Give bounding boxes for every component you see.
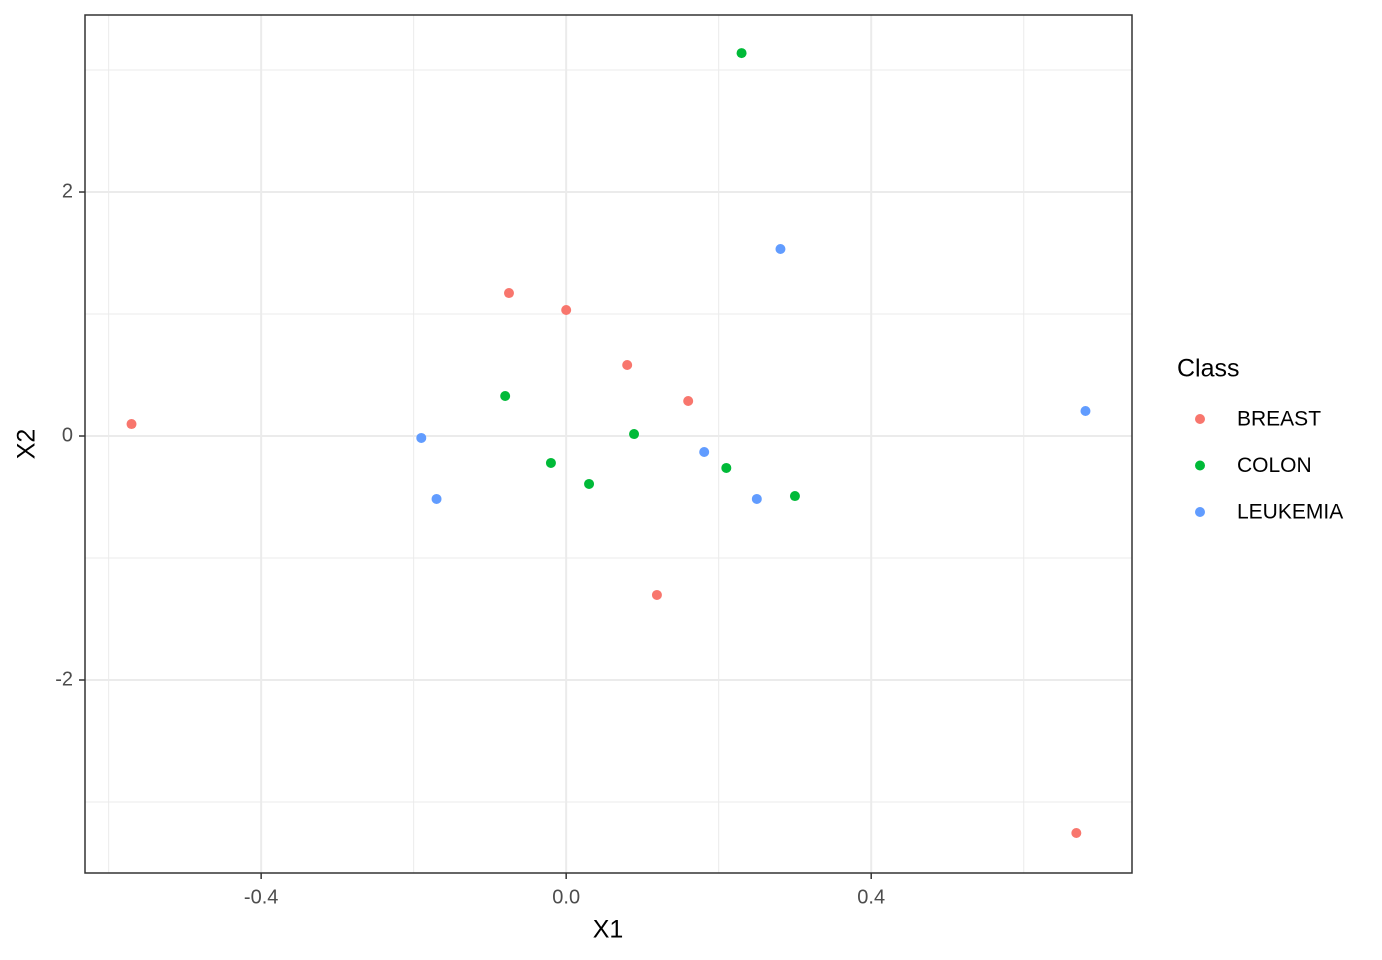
legend-marker <box>1195 507 1205 517</box>
y-axis-title: X2 <box>13 429 41 460</box>
legend-label: COLON <box>1237 454 1312 477</box>
x-axis-title: X1 <box>593 916 624 944</box>
point <box>416 432 427 443</box>
y-tick-label: 0 <box>62 424 73 446</box>
point <box>736 48 747 59</box>
point <box>500 390 511 401</box>
grid <box>85 15 1132 873</box>
point <box>1080 406 1091 416</box>
point <box>699 446 710 457</box>
legend-label: LEUKEMIA <box>1237 501 1343 524</box>
point <box>545 457 556 468</box>
point <box>126 419 137 430</box>
x-tick-label: 0.0 <box>552 886 580 908</box>
point <box>584 478 595 489</box>
legend-label: BREAST <box>1237 408 1321 431</box>
point <box>775 243 786 254</box>
legend: BREAST COLON LEUKEMIA <box>1195 408 1343 524</box>
panel-border <box>84 14 1133 874</box>
y-tick-label: -2 <box>55 668 73 690</box>
point <box>622 360 633 371</box>
point <box>561 304 572 315</box>
x-tick-label: 0.4 <box>857 886 885 908</box>
legend-marker <box>1195 414 1205 424</box>
point <box>651 589 662 600</box>
legend-marker <box>1195 460 1205 471</box>
point <box>789 491 800 502</box>
points <box>126 48 1091 838</box>
point <box>751 493 762 504</box>
point <box>1071 827 1082 838</box>
point <box>721 462 732 473</box>
legend-title: Class <box>1177 355 1240 383</box>
point <box>503 288 514 299</box>
x-tick-label: -0.4 <box>244 886 278 908</box>
point <box>683 395 694 406</box>
y-tick-label: 2 <box>62 180 73 202</box>
point <box>431 493 442 504</box>
point <box>629 429 640 440</box>
